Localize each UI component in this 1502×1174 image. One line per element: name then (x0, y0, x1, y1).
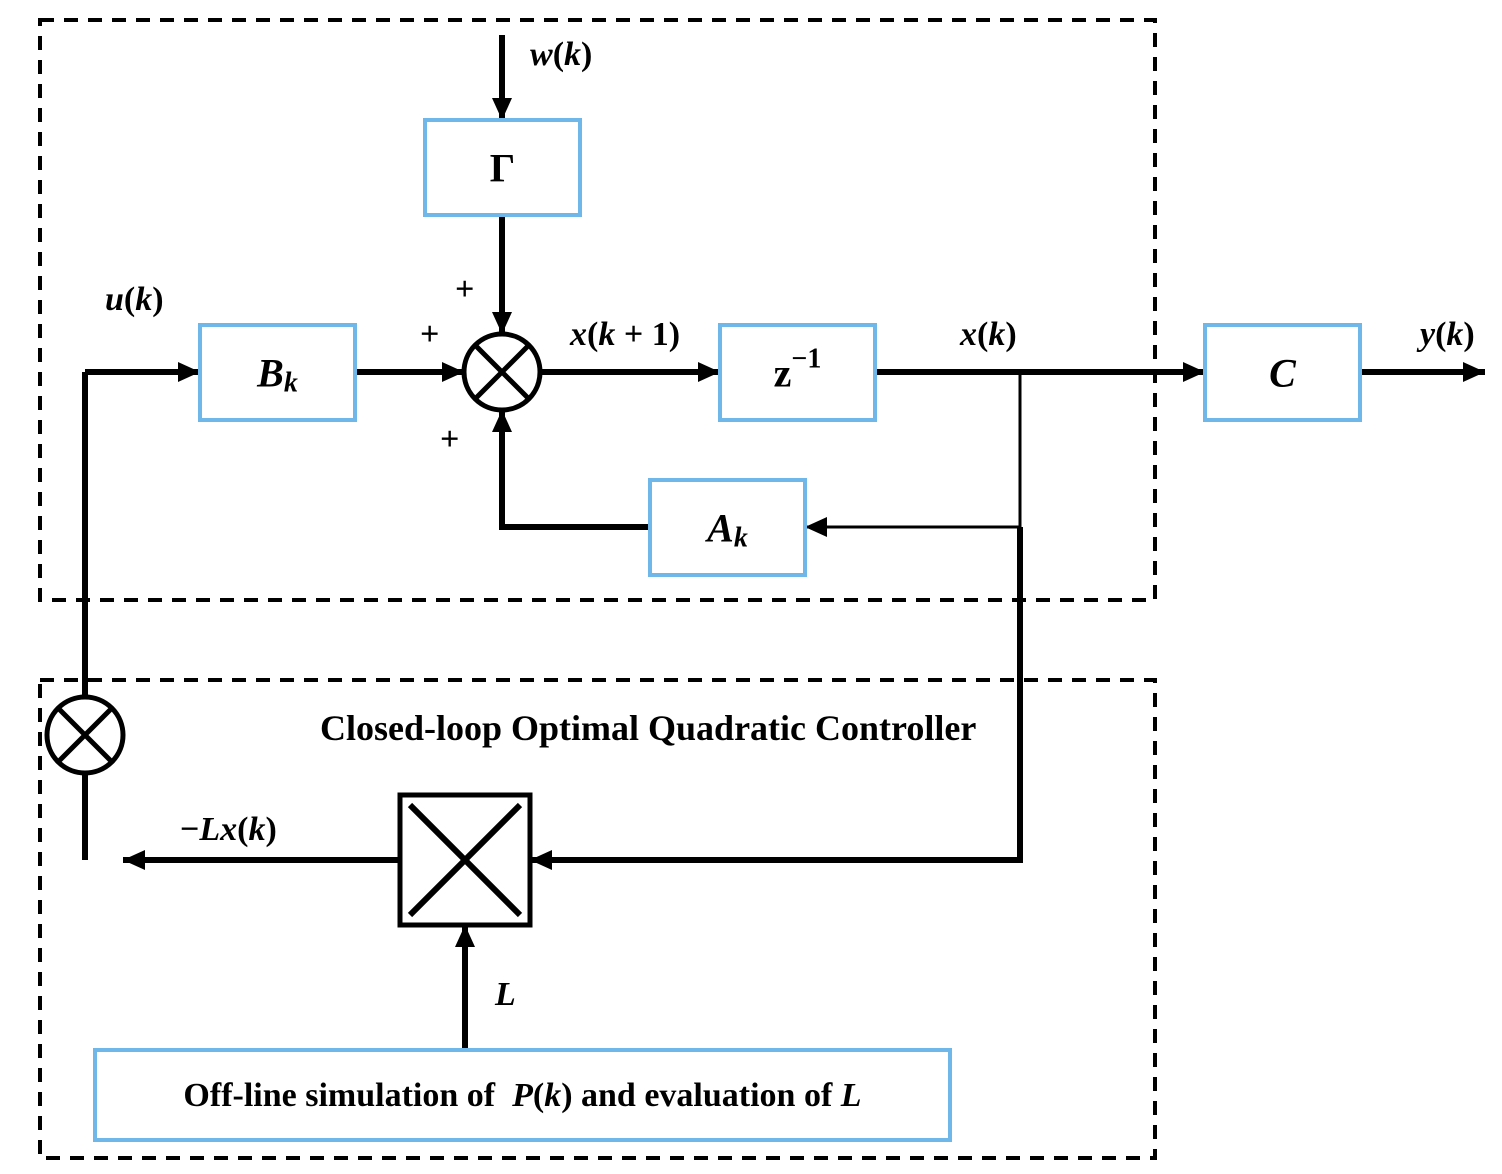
signal-xk: x(k) (959, 316, 1017, 353)
signal-L: L (494, 976, 516, 1013)
block-Gamma-label: Γ (490, 145, 515, 190)
block-C-label: C (1269, 350, 1297, 395)
signal-xk1: x(k + 1) (569, 316, 680, 353)
signal-wk: w(k) (530, 36, 592, 73)
signal-mLxk: −Lx(k) (180, 811, 277, 848)
block-offline-label: Off-line simulation of P(k) and evaluati… (183, 1077, 861, 1114)
signal-uk: u(k) (105, 281, 164, 318)
plus-bottom: + (440, 421, 459, 458)
canvas-bg (0, 0, 1502, 1174)
plus-left: + (420, 316, 439, 353)
controller-title: Closed-loop Optimal Quadratic Controller (320, 708, 976, 748)
signal-yk: y(k) (1416, 316, 1475, 353)
plus-top: + (455, 271, 474, 308)
